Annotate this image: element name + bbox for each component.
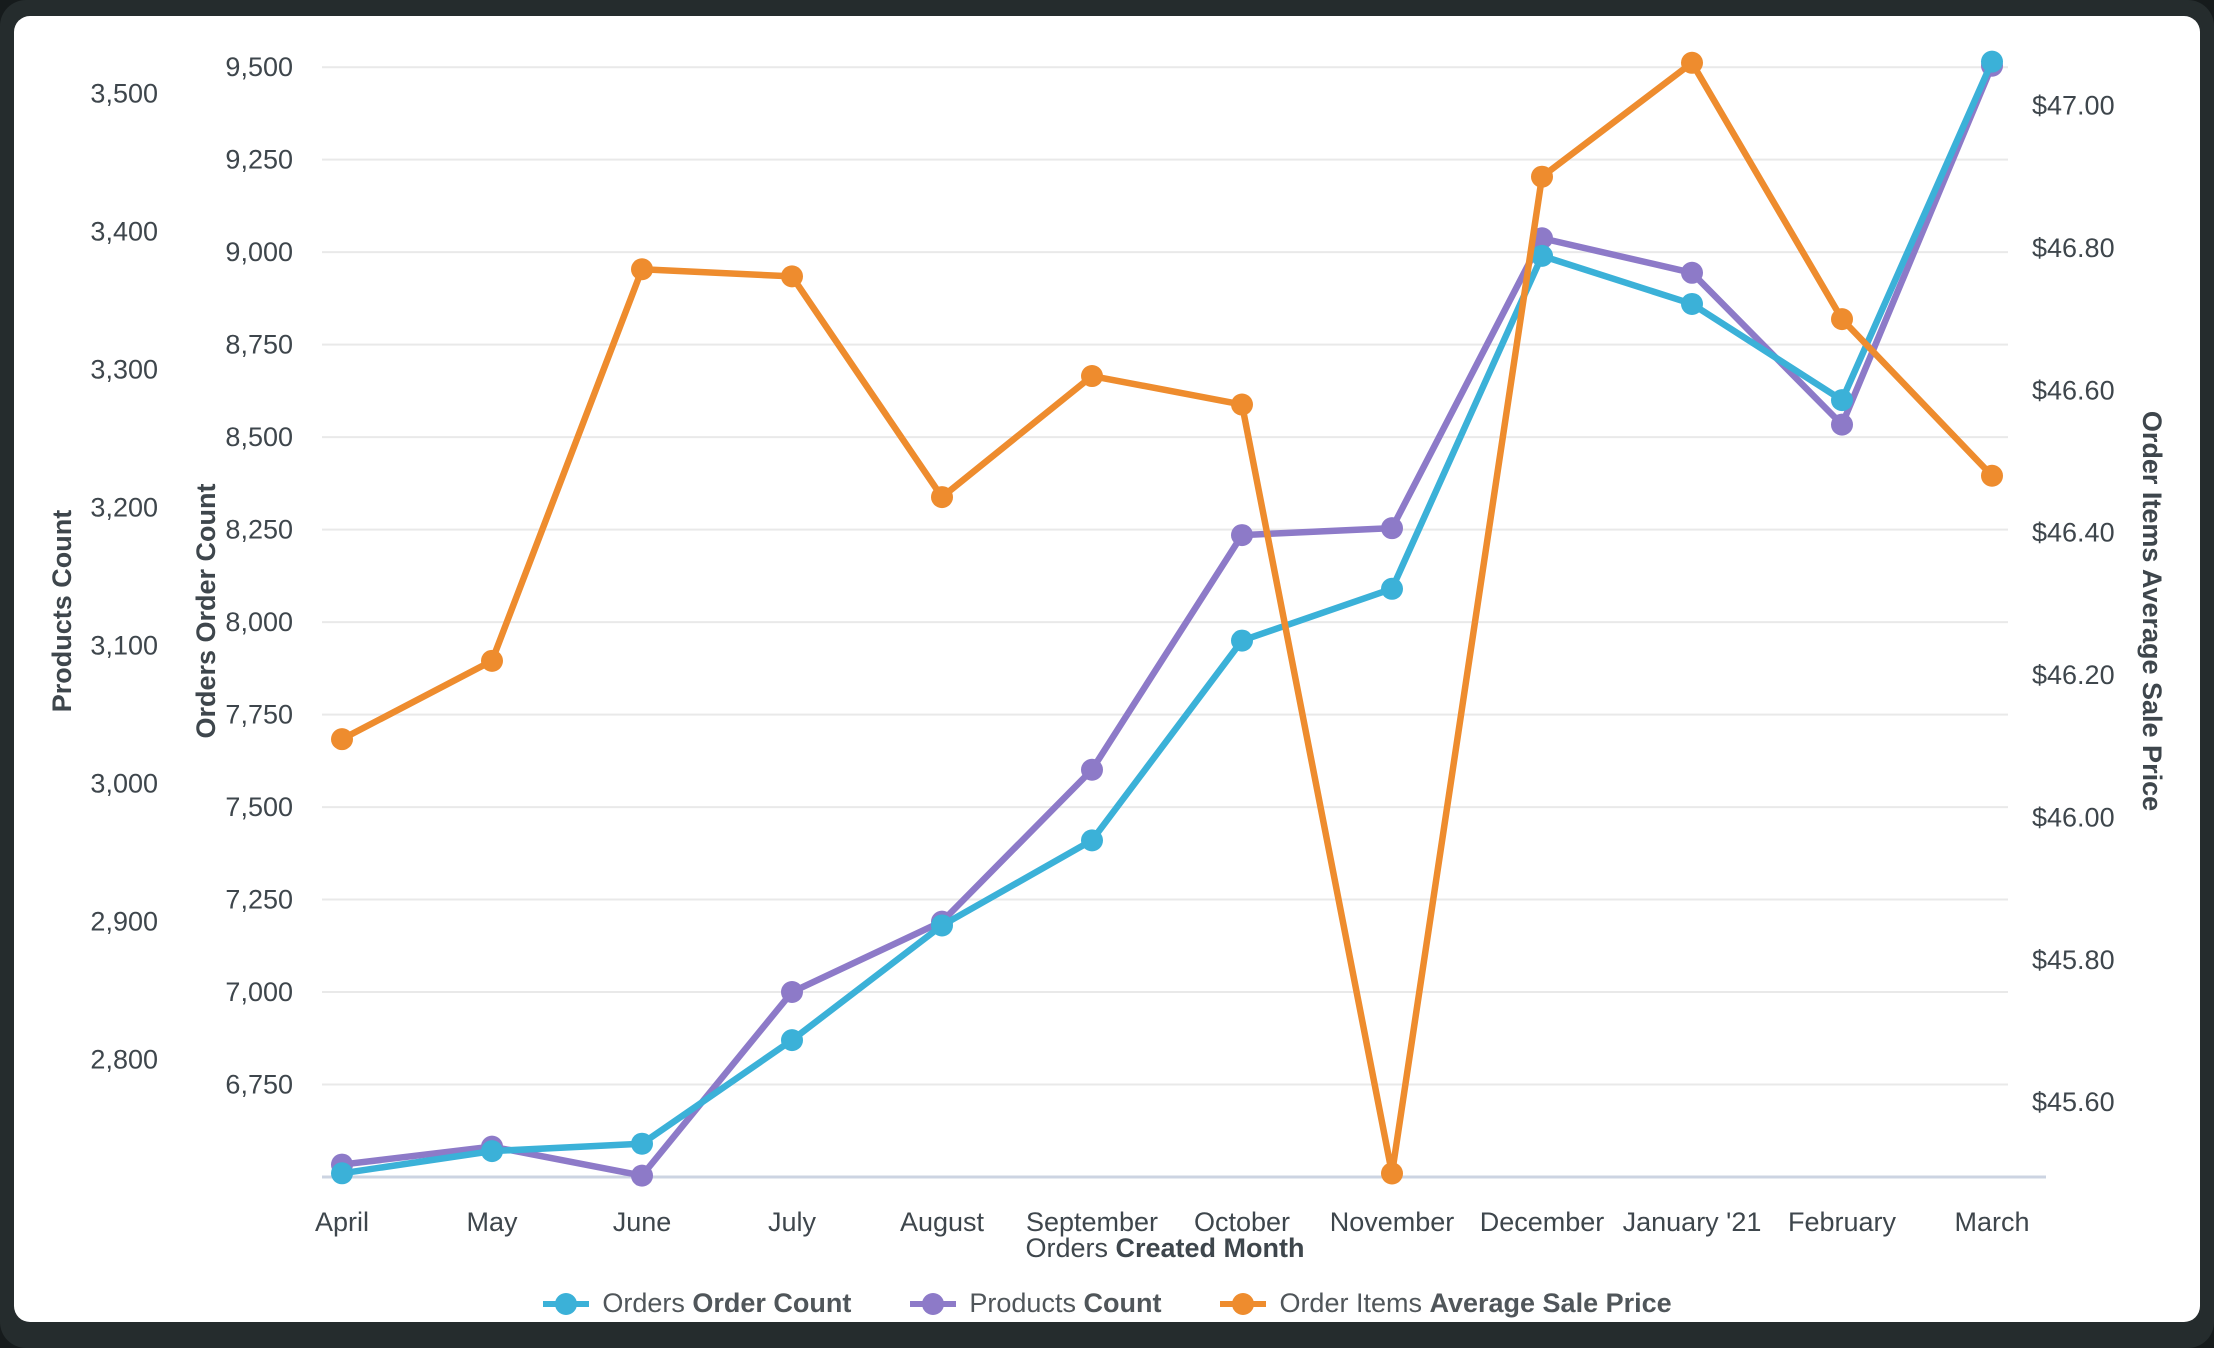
data-point-orders-May[interactable]: [481, 1140, 503, 1163]
legend-label-bold: Count: [1083, 1288, 1162, 1318]
data-point-products-February[interactable]: [1831, 413, 1853, 436]
x-tick-label: June: [613, 1207, 672, 1237]
data-point-products-July[interactable]: [781, 981, 803, 1004]
orders-axis-tick-label: 9,000: [225, 237, 293, 267]
products-axis-title: Products Count: [47, 510, 77, 713]
legend-item-products[interactable]: Products Count: [909, 1288, 1161, 1319]
data-point-orders-October[interactable]: [1231, 629, 1253, 652]
products-axis-tick-label: 3,100: [90, 631, 158, 661]
x-tick-label: October: [1194, 1207, 1290, 1237]
data-point-orders-February[interactable]: [1831, 389, 1853, 412]
data-point-price-May[interactable]: [481, 649, 503, 672]
legend-line-marker-icon: [910, 1292, 957, 1315]
orders-axis-tick-label: 7,500: [225, 792, 293, 822]
price-axis-tick-label: $45.60: [2032, 1087, 2115, 1117]
x-axis-title-bold: Created Month: [1115, 1233, 1305, 1263]
legend-label-prefix: Orders: [602, 1288, 685, 1318]
legend-label-prefix: Order Items: [1279, 1288, 1422, 1318]
x-tick-label: July: [768, 1207, 817, 1237]
price-axis-tick-label: $46.60: [2032, 375, 2115, 405]
data-point-price-September[interactable]: [1081, 365, 1103, 388]
orders-axis-tick-label: 6,750: [225, 1070, 293, 1100]
data-point-orders-April[interactable]: [331, 1162, 353, 1185]
orders-axis-tick-label: 8,500: [225, 422, 293, 452]
price-axis-tick-label: $46.20: [2032, 660, 2115, 690]
x-tick-label: February: [1788, 1207, 1897, 1237]
data-point-products-November[interactable]: [1381, 517, 1403, 540]
data-point-price-July[interactable]: [781, 265, 803, 288]
data-point-products-September[interactable]: [1081, 758, 1103, 781]
series-line-price: [338, 59, 1996, 1177]
x-axis-title: Orders Created Month: [322, 1233, 2008, 1265]
x-tick-label: May: [466, 1207, 518, 1237]
legend-label: Orders Order Count: [602, 1288, 851, 1319]
x-tick-label: September: [1026, 1207, 1158, 1237]
orders-axis-title: Orders Order Count: [191, 483, 221, 738]
price-axis-tick-label: $46.40: [2032, 518, 2115, 548]
legend-item-orders[interactable]: Orders Order Count: [542, 1288, 851, 1319]
products-axis-tick-label: 2,900: [90, 907, 158, 937]
legend-line-marker-icon: [1220, 1292, 1267, 1315]
data-point-price-March[interactable]: [1981, 464, 2003, 487]
orders-axis-tick-label: 7,000: [225, 977, 293, 1007]
orders-axis-tick-label: 8,250: [225, 515, 293, 545]
x-tick-label: November: [1330, 1207, 1455, 1237]
x-tick-label: December: [1480, 1207, 1605, 1237]
products-axis-tick-label: 2,800: [90, 1045, 158, 1075]
orders-axis-tick-label: 9,500: [225, 52, 293, 82]
data-point-price-February[interactable]: [1831, 308, 1853, 331]
products-axis-tick-label: 3,400: [90, 216, 158, 246]
products-axis-tick-label: 3,200: [90, 492, 158, 522]
x-tick-label: August: [900, 1207, 985, 1237]
series-line-orders: [338, 58, 1996, 1177]
data-point-price-December[interactable]: [1531, 165, 1553, 188]
data-point-price-November[interactable]: [1381, 1162, 1403, 1185]
products-axis-tick-label: 3,500: [90, 78, 158, 108]
data-point-orders-September[interactable]: [1081, 829, 1103, 852]
data-point-orders-August[interactable]: [931, 914, 953, 937]
orders-axis-tick-label: 8,750: [225, 330, 293, 360]
data-point-orders-March[interactable]: [1981, 50, 2003, 73]
data-point-price-August[interactable]: [931, 486, 953, 509]
legend-label-bold: Order Count: [692, 1288, 852, 1318]
legend-label-bold: Average Sale Price: [1429, 1288, 1672, 1318]
products-axis-tick-label: 3,300: [90, 354, 158, 384]
data-point-orders-November[interactable]: [1381, 577, 1403, 600]
data-point-price-January '21[interactable]: [1681, 51, 1703, 74]
products-axis-tick-label: 3,000: [90, 769, 158, 799]
data-point-orders-January '21[interactable]: [1681, 292, 1703, 315]
orders-axis-tick-label: 7,750: [225, 700, 293, 730]
orders-axis-tick-label: 7,250: [225, 885, 293, 915]
legend-label: Products Count: [969, 1288, 1161, 1319]
x-tick-label: April: [315, 1207, 369, 1237]
price-axis-title: Order Items Average Sale Price: [2137, 411, 2167, 811]
data-point-price-June[interactable]: [631, 258, 653, 281]
x-axis-title-prefix: Orders: [1025, 1233, 1108, 1263]
data-point-price-April[interactable]: [331, 728, 353, 751]
price-axis-tick-label: $45.80: [2032, 945, 2115, 975]
series-line-products: [338, 62, 1996, 1179]
orders-axis-tick-label: 9,250: [225, 145, 293, 175]
data-point-products-June[interactable]: [631, 1164, 653, 1187]
data-point-orders-June[interactable]: [631, 1132, 653, 1155]
x-tick-label: March: [1954, 1207, 2029, 1237]
price-axis-tick-label: $47.00: [2032, 91, 2115, 121]
legend-line-marker-icon: [543, 1292, 590, 1315]
data-point-orders-July[interactable]: [781, 1029, 803, 1052]
legend-label-prefix: Products: [969, 1288, 1076, 1318]
price-axis-tick-label: $46.80: [2032, 233, 2115, 263]
legend-label: Order Items Average Sale Price: [1279, 1288, 1671, 1319]
data-point-orders-December[interactable]: [1531, 244, 1553, 267]
price-axis-tick-label: $46.00: [2032, 802, 2115, 832]
legend: Orders Order Count Products Count Order It…: [0, 1288, 2214, 1319]
chart-card: [14, 16, 2200, 1322]
data-point-price-October[interactable]: [1231, 393, 1253, 416]
data-point-products-October[interactable]: [1231, 524, 1253, 547]
data-point-products-January '21[interactable]: [1681, 261, 1703, 284]
x-tick-label: January '21: [1623, 1207, 1762, 1237]
legend-item-price[interactable]: Order Items Average Sale Price: [1219, 1288, 1672, 1319]
orders-axis-tick-label: 8,000: [225, 607, 293, 637]
